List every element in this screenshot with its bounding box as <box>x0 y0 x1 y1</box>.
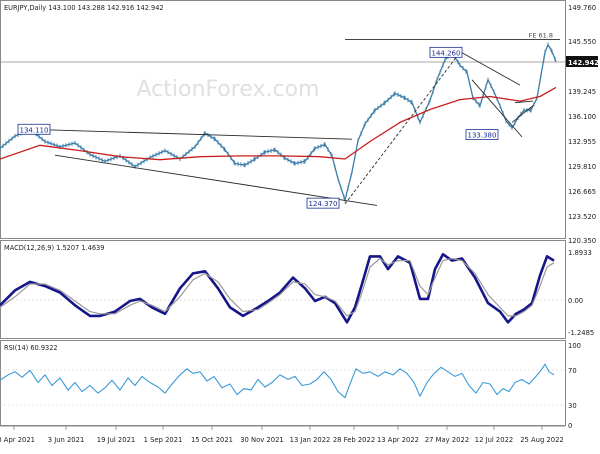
price-y-tick-label: 139.245 <box>568 88 596 96</box>
x-tick-label: 27 May 2022 <box>425 436 469 444</box>
price-y-tick-label: 132.955 <box>568 138 596 146</box>
price-y-tick-label: 145.550 <box>568 38 596 46</box>
rsi-series-rsi <box>0 363 555 399</box>
y-tick-current-price: 142.942 <box>568 59 599 67</box>
price-series-price <box>0 44 557 201</box>
x-tick-label: 1 Sep 2021 <box>144 436 183 444</box>
price-y-tick-label: 129.810 <box>568 163 596 171</box>
macd-panel: MACD(12,26,9) 1.5207 1.4639 <box>0 244 565 324</box>
x-tick-label: 3 Jun 2021 <box>48 436 85 444</box>
price-y-tick-label: 126.665 <box>568 188 596 196</box>
level-label: 144.260 <box>432 49 461 57</box>
trendline <box>459 51 521 86</box>
price-y-tick-label: 123.520 <box>568 213 596 221</box>
rsi-y-tick-label: 70 <box>568 367 577 375</box>
macd-header: MACD(12,26,9) 1.5207 1.4639 <box>4 244 104 252</box>
price-header: EURJPY,Daily 143.100 143.288 142.916 142… <box>4 4 164 12</box>
trendline <box>514 100 534 104</box>
price-y-tick-label: 136.100 <box>568 113 596 121</box>
watermark-layer: ActionForex.com <box>137 77 320 102</box>
x-tick-label: 12 Jul 2022 <box>475 436 513 444</box>
level-label: 133.380 <box>468 132 497 140</box>
macd-y-tick-label: 0.00 <box>568 297 583 305</box>
rsi-panel-frame <box>0 340 566 426</box>
current-price-tag <box>566 56 598 67</box>
panel-frames <box>0 0 566 426</box>
level-label-box <box>17 123 51 135</box>
macd-series-macd <box>0 253 555 324</box>
rsi-y-tick-label: 100 <box>568 342 581 350</box>
price-panel: EURJPY,Daily 143.100 143.288 142.916 142… <box>0 4 565 209</box>
level-label-box <box>306 197 340 209</box>
fe-annotation: FE 61.8 <box>529 31 553 39</box>
x-tick-label: 28 Feb 2022 <box>333 436 375 444</box>
rsi-header: RSI(14) 60.9322 <box>4 344 58 352</box>
level-label: 134.110 <box>20 126 49 134</box>
macd-panel-frame <box>0 240 566 339</box>
level-label-box <box>465 129 499 141</box>
x-tick-label: 30 Nov 2021 <box>240 436 284 444</box>
macd-y-tick-label: -1.2485 <box>568 329 594 337</box>
x-tick-label: 25 Aug 2022 <box>520 436 564 444</box>
axes-layer: 149.760 145.550 142.942 139.245 136.100 132.9… <box>0 4 599 444</box>
rsi-y-tick-label: 0 <box>568 422 572 430</box>
price-y-tick-label: 120.350 <box>568 237 596 245</box>
x-tick-label: 15 Oct 2021 <box>191 436 233 444</box>
x-tick-label: 20 Apr 2021 <box>0 436 35 444</box>
trendline <box>471 79 523 138</box>
x-tick-label: 19 Jul 2021 <box>97 436 135 444</box>
trendline <box>29 128 353 140</box>
rsi-y-tick-label: 30 <box>568 402 577 410</box>
macd-series-signal <box>0 257 555 317</box>
x-tick-label: 13 Apr 2022 <box>377 436 419 444</box>
x-tick-label: 13 Jan 2022 <box>290 436 331 444</box>
trendline <box>344 52 461 205</box>
price-y-tick-label: 149.760 <box>568 4 596 12</box>
level-label-box <box>429 46 463 58</box>
price-panel-frame <box>0 0 566 239</box>
watermark: ActionForex.com <box>137 77 320 102</box>
level-label: 124.370 <box>309 200 338 208</box>
macd-y-tick-label: 1.8933 <box>568 249 592 257</box>
trendline <box>54 154 378 206</box>
trendline <box>511 105 534 123</box>
rsi-panel: RSI(14) 60.9322 <box>0 344 565 406</box>
price-series-ma <box>0 86 557 161</box>
